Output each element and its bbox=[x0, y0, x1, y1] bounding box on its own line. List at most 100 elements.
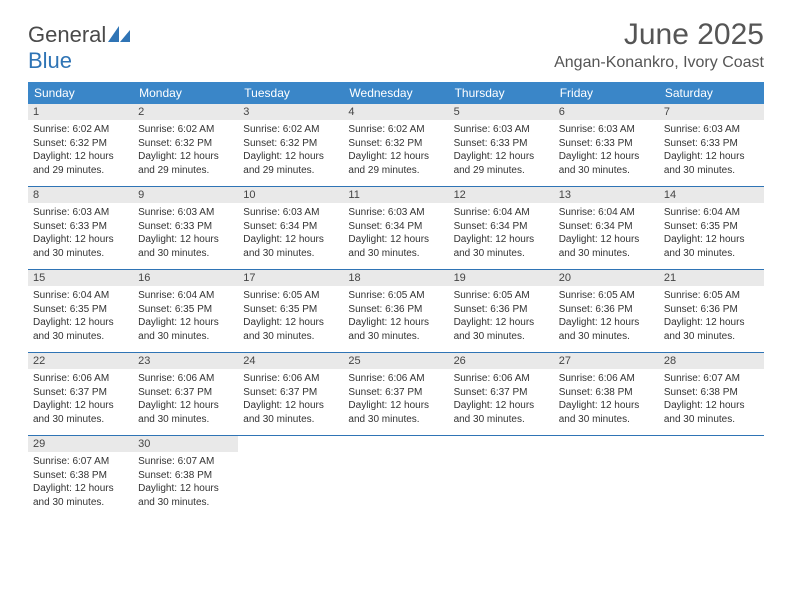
sunrise-text: Sunrise: 6:03 AM bbox=[348, 206, 443, 220]
day-number: 9 bbox=[133, 187, 238, 203]
sail-icon bbox=[108, 29, 130, 46]
day-body: Sunrise: 6:06 AMSunset: 6:37 PMDaylight:… bbox=[343, 369, 448, 431]
day-body: Sunrise: 6:03 AMSunset: 6:33 PMDaylight:… bbox=[449, 120, 554, 182]
sunrise-text: Sunrise: 6:07 AM bbox=[138, 455, 233, 469]
sunset-text: Sunset: 6:37 PM bbox=[33, 386, 128, 400]
day-cell: 10Sunrise: 6:03 AMSunset: 6:34 PMDayligh… bbox=[238, 187, 343, 269]
week-row: 1Sunrise: 6:02 AMSunset: 6:32 PMDaylight… bbox=[28, 104, 764, 187]
sunrise-text: Sunrise: 6:03 AM bbox=[664, 123, 759, 137]
daylight-line1: Daylight: 12 hours bbox=[664, 399, 759, 413]
sunset-text: Sunset: 6:35 PM bbox=[138, 303, 233, 317]
sunset-text: Sunset: 6:34 PM bbox=[243, 220, 338, 234]
week-row: 8Sunrise: 6:03 AMSunset: 6:33 PMDaylight… bbox=[28, 187, 764, 270]
sunrise-text: Sunrise: 6:06 AM bbox=[138, 372, 233, 386]
day-cell: 30Sunrise: 6:07 AMSunset: 6:38 PMDayligh… bbox=[133, 436, 238, 518]
logo-wordmark: General Blue bbox=[28, 22, 130, 74]
day-body: Sunrise: 6:04 AMSunset: 6:34 PMDaylight:… bbox=[554, 203, 659, 265]
week-row: 15Sunrise: 6:04 AMSunset: 6:35 PMDayligh… bbox=[28, 270, 764, 353]
day-body: Sunrise: 6:03 AMSunset: 6:34 PMDaylight:… bbox=[343, 203, 448, 265]
day-body: Sunrise: 6:06 AMSunset: 6:37 PMDaylight:… bbox=[28, 369, 133, 431]
sunrise-text: Sunrise: 6:04 AM bbox=[33, 289, 128, 303]
day-cell: 8Sunrise: 6:03 AMSunset: 6:33 PMDaylight… bbox=[28, 187, 133, 269]
daylight-line1: Daylight: 12 hours bbox=[33, 316, 128, 330]
daylight-line1: Daylight: 12 hours bbox=[664, 233, 759, 247]
day-number: 5 bbox=[449, 104, 554, 120]
day-cell: 20Sunrise: 6:05 AMSunset: 6:36 PMDayligh… bbox=[554, 270, 659, 352]
dow-cell: Wednesday bbox=[343, 82, 448, 104]
daylight-line1: Daylight: 12 hours bbox=[348, 233, 443, 247]
sunrise-text: Sunrise: 6:03 AM bbox=[454, 123, 549, 137]
sunset-text: Sunset: 6:35 PM bbox=[33, 303, 128, 317]
day-body: Sunrise: 6:04 AMSunset: 6:35 PMDaylight:… bbox=[659, 203, 764, 265]
daylight-line1: Daylight: 12 hours bbox=[559, 399, 654, 413]
dow-cell: Sunday bbox=[28, 82, 133, 104]
day-number: 28 bbox=[659, 353, 764, 369]
brand-part2: Blue bbox=[28, 48, 130, 74]
daylight-line1: Daylight: 12 hours bbox=[454, 233, 549, 247]
day-number: 7 bbox=[659, 104, 764, 120]
day-cell: 9Sunrise: 6:03 AMSunset: 6:33 PMDaylight… bbox=[133, 187, 238, 269]
day-body: Sunrise: 6:02 AMSunset: 6:32 PMDaylight:… bbox=[238, 120, 343, 182]
daylight-line1: Daylight: 12 hours bbox=[348, 399, 443, 413]
daylight-line1: Daylight: 12 hours bbox=[33, 150, 128, 164]
daylight-line1: Daylight: 12 hours bbox=[664, 150, 759, 164]
day-body: Sunrise: 6:05 AMSunset: 6:36 PMDaylight:… bbox=[343, 286, 448, 348]
page: General Blue June 2025 Angan-Konankro, I… bbox=[0, 0, 792, 536]
daylight-line1: Daylight: 12 hours bbox=[243, 399, 338, 413]
day-cell: 12Sunrise: 6:04 AMSunset: 6:34 PMDayligh… bbox=[449, 187, 554, 269]
sunrise-text: Sunrise: 6:05 AM bbox=[664, 289, 759, 303]
daylight-line1: Daylight: 12 hours bbox=[559, 316, 654, 330]
sunset-text: Sunset: 6:36 PM bbox=[559, 303, 654, 317]
day-body: Sunrise: 6:06 AMSunset: 6:38 PMDaylight:… bbox=[554, 369, 659, 431]
daylight-line2: and 30 minutes. bbox=[664, 247, 759, 261]
day-cell: 1Sunrise: 6:02 AMSunset: 6:32 PMDaylight… bbox=[28, 104, 133, 186]
daylight-line1: Daylight: 12 hours bbox=[138, 399, 233, 413]
day-cell: 28Sunrise: 6:07 AMSunset: 6:38 PMDayligh… bbox=[659, 353, 764, 435]
daylight-line2: and 30 minutes. bbox=[559, 247, 654, 261]
day-body: Sunrise: 6:07 AMSunset: 6:38 PMDaylight:… bbox=[659, 369, 764, 431]
brand-part1: General bbox=[28, 22, 106, 47]
daylight-line1: Daylight: 12 hours bbox=[454, 399, 549, 413]
sunrise-text: Sunrise: 6:07 AM bbox=[664, 372, 759, 386]
sunset-text: Sunset: 6:33 PM bbox=[559, 137, 654, 151]
day-body: Sunrise: 6:03 AMSunset: 6:33 PMDaylight:… bbox=[28, 203, 133, 265]
day-cell: 24Sunrise: 6:06 AMSunset: 6:37 PMDayligh… bbox=[238, 353, 343, 435]
day-cell: 13Sunrise: 6:04 AMSunset: 6:34 PMDayligh… bbox=[554, 187, 659, 269]
daylight-line2: and 30 minutes. bbox=[454, 247, 549, 261]
sunset-text: Sunset: 6:36 PM bbox=[348, 303, 443, 317]
dow-cell: Saturday bbox=[659, 82, 764, 104]
daylight-line2: and 30 minutes. bbox=[243, 247, 338, 261]
day-number: 12 bbox=[449, 187, 554, 203]
daylight-line1: Daylight: 12 hours bbox=[138, 316, 233, 330]
day-number: 2 bbox=[133, 104, 238, 120]
day-number: 14 bbox=[659, 187, 764, 203]
day-body: Sunrise: 6:06 AMSunset: 6:37 PMDaylight:… bbox=[449, 369, 554, 431]
day-body: Sunrise: 6:03 AMSunset: 6:33 PMDaylight:… bbox=[554, 120, 659, 182]
day-number: 30 bbox=[133, 436, 238, 452]
sunset-text: Sunset: 6:33 PM bbox=[138, 220, 233, 234]
day-body: Sunrise: 6:06 AMSunset: 6:37 PMDaylight:… bbox=[133, 369, 238, 431]
sunset-text: Sunset: 6:33 PM bbox=[33, 220, 128, 234]
brand-logo: General Blue bbox=[28, 22, 130, 74]
daylight-line1: Daylight: 12 hours bbox=[138, 150, 233, 164]
sunset-text: Sunset: 6:37 PM bbox=[243, 386, 338, 400]
day-cell bbox=[554, 436, 659, 518]
day-number: 18 bbox=[343, 270, 448, 286]
day-cell: 6Sunrise: 6:03 AMSunset: 6:33 PMDaylight… bbox=[554, 104, 659, 186]
sunrise-text: Sunrise: 6:06 AM bbox=[243, 372, 338, 386]
day-number: 4 bbox=[343, 104, 448, 120]
day-body: Sunrise: 6:02 AMSunset: 6:32 PMDaylight:… bbox=[133, 120, 238, 182]
sunset-text: Sunset: 6:38 PM bbox=[138, 469, 233, 483]
day-number: 1 bbox=[28, 104, 133, 120]
daylight-line2: and 29 minutes. bbox=[348, 164, 443, 178]
day-body: Sunrise: 6:04 AMSunset: 6:34 PMDaylight:… bbox=[449, 203, 554, 265]
header: General Blue June 2025 Angan-Konankro, I… bbox=[28, 18, 764, 74]
sunset-text: Sunset: 6:32 PM bbox=[243, 137, 338, 151]
day-cell: 14Sunrise: 6:04 AMSunset: 6:35 PMDayligh… bbox=[659, 187, 764, 269]
day-cell bbox=[238, 436, 343, 518]
sunrise-text: Sunrise: 6:06 AM bbox=[454, 372, 549, 386]
day-number: 20 bbox=[554, 270, 659, 286]
week-row: 29Sunrise: 6:07 AMSunset: 6:38 PMDayligh… bbox=[28, 436, 764, 518]
sunrise-text: Sunrise: 6:07 AM bbox=[33, 455, 128, 469]
daylight-line2: and 30 minutes. bbox=[454, 413, 549, 427]
